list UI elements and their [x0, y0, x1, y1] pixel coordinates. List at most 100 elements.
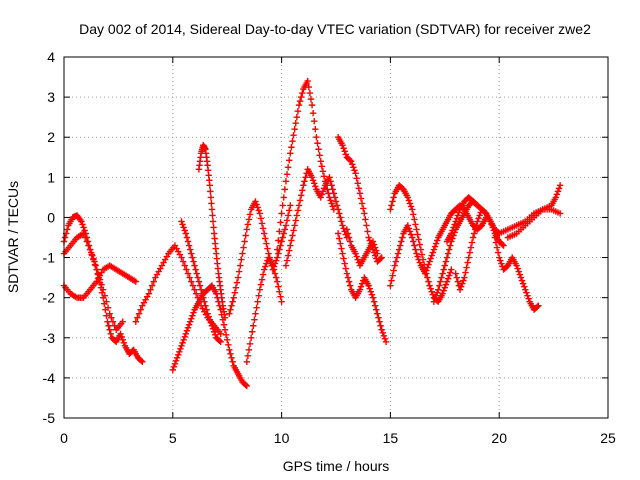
data-point — [233, 279, 241, 286]
data-point — [410, 211, 417, 218]
data-point — [346, 238, 354, 245]
data-point — [294, 207, 302, 214]
series-arc-22 — [504, 206, 564, 241]
series-arc-2 — [60, 262, 140, 301]
data-point — [274, 254, 281, 261]
data-point — [393, 254, 401, 261]
data-point — [306, 89, 314, 97]
data-point — [249, 328, 256, 335]
data-point — [270, 266, 278, 273]
data-point — [388, 277, 395, 284]
data-point — [293, 212, 301, 219]
data-point — [441, 262, 448, 269]
data-point — [423, 270, 430, 277]
data-point — [264, 245, 271, 252]
data-point — [465, 254, 472, 261]
data-point — [217, 330, 224, 337]
data-point — [337, 240, 344, 247]
series-arc-20 — [491, 234, 542, 313]
y-tick-label: -1 — [43, 250, 56, 266]
data-point — [429, 249, 437, 256]
data-point — [431, 295, 439, 302]
data-point — [337, 214, 344, 221]
data-point — [444, 250, 452, 257]
x-tick-label: 5 — [169, 430, 177, 446]
data-point — [286, 247, 293, 254]
data-point — [319, 188, 327, 195]
data-point — [341, 148, 348, 155]
data-point — [209, 218, 217, 225]
data-point — [299, 187, 306, 194]
data-point — [178, 254, 185, 261]
data-point — [169, 366, 176, 374]
data-point — [329, 186, 336, 193]
data-point — [108, 314, 115, 321]
data-point — [230, 294, 237, 301]
data-point — [318, 191, 326, 198]
data-point — [183, 327, 191, 334]
data-point — [304, 77, 311, 85]
data-point — [254, 204, 261, 211]
data-point — [414, 231, 421, 238]
data-point — [453, 215, 460, 222]
x-tick-label: 10 — [274, 430, 290, 446]
data-point — [82, 234, 89, 241]
data-point — [176, 348, 183, 356]
data-point — [418, 251, 426, 258]
data-point — [459, 280, 466, 287]
data-point — [380, 332, 388, 339]
data-point — [281, 186, 289, 193]
data-point — [412, 246, 419, 253]
data-point — [284, 252, 292, 259]
data-point — [378, 254, 385, 261]
data-point — [325, 190, 332, 197]
data-point — [245, 346, 253, 354]
data-point — [99, 286, 107, 293]
data-point — [83, 238, 91, 245]
data-point — [516, 271, 524, 278]
data-point — [535, 302, 542, 309]
data-point — [466, 249, 474, 256]
data-point — [413, 250, 420, 257]
data-point — [178, 342, 185, 349]
data-point — [362, 216, 369, 223]
data-point — [406, 228, 414, 235]
data-point — [253, 201, 260, 208]
data-point — [299, 89, 306, 97]
data-point — [470, 230, 478, 237]
data-point — [210, 224, 217, 231]
data-point — [276, 228, 283, 235]
data-point — [361, 210, 368, 217]
data-point — [327, 178, 334, 185]
y-tick-label: 4 — [47, 49, 55, 65]
data-point — [314, 140, 321, 147]
data-point — [255, 292, 262, 299]
data-point — [555, 185, 563, 192]
data-point — [246, 340, 254, 347]
data-point — [192, 266, 199, 273]
data-point — [292, 217, 299, 224]
data-point — [252, 310, 259, 317]
data-point — [433, 289, 441, 296]
data-point — [209, 325, 217, 332]
data-point — [78, 218, 85, 225]
data-point — [251, 316, 258, 323]
data-point — [190, 309, 197, 316]
data-point — [196, 282, 204, 289]
data-point — [396, 242, 404, 249]
data-point — [287, 202, 294, 209]
data-point — [206, 316, 213, 323]
data-point — [462, 269, 469, 276]
data-point — [360, 205, 367, 212]
data-point — [227, 306, 234, 313]
data-point — [427, 285, 434, 292]
data-point — [201, 298, 208, 305]
data-point — [276, 288, 283, 295]
data-point — [287, 150, 294, 157]
data-point — [64, 226, 71, 233]
series-arc-17 — [430, 198, 481, 305]
data-point — [184, 324, 192, 331]
data-point — [519, 280, 527, 287]
data-point — [371, 302, 379, 309]
data-point — [517, 274, 525, 281]
